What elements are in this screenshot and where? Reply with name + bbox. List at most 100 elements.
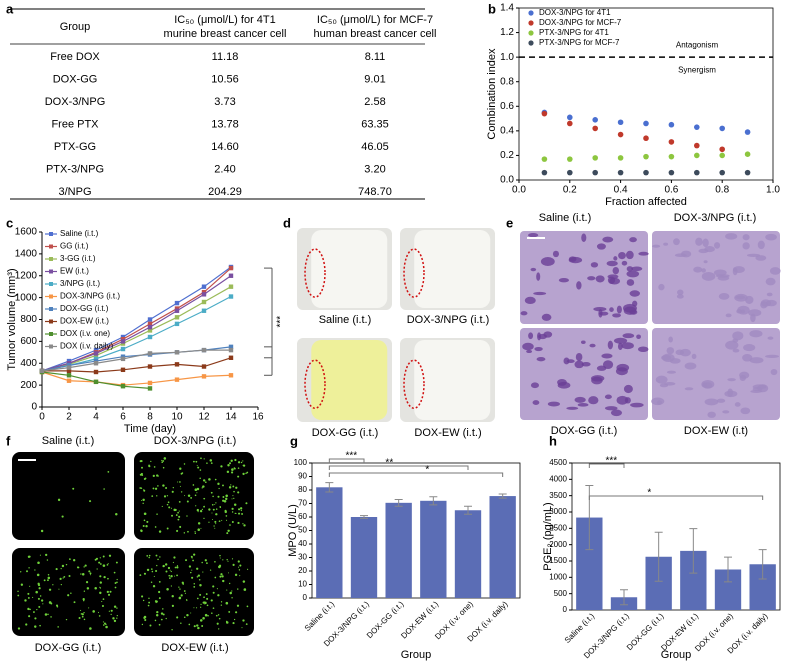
texture-blob xyxy=(703,260,708,264)
texture-dot xyxy=(143,519,146,522)
texture-dot xyxy=(116,617,118,619)
texture-dot xyxy=(65,618,68,621)
texture-blob xyxy=(609,277,621,285)
point xyxy=(719,152,725,159)
x-tick-label: Saline (i.t.) xyxy=(303,599,337,633)
texture-dot xyxy=(201,625,204,627)
legend-swatch xyxy=(49,307,53,311)
texture-dot xyxy=(233,490,235,493)
x-axis-label: Group xyxy=(401,649,432,661)
texture-dot xyxy=(103,622,106,625)
texture-blob xyxy=(658,283,665,291)
texture-dot xyxy=(211,612,213,614)
texture-blob xyxy=(568,256,577,262)
texture-dot xyxy=(227,529,230,532)
series-line xyxy=(41,371,232,386)
texture-dot xyxy=(184,592,187,594)
texture-blob xyxy=(735,295,746,300)
texture-blob xyxy=(704,398,719,406)
x-tick-label: 0.4 xyxy=(614,185,628,196)
texture-dot xyxy=(221,575,224,578)
texture-blob xyxy=(732,266,745,274)
texture-blob xyxy=(755,255,767,261)
texture-blob xyxy=(725,340,739,350)
significance: * xyxy=(647,488,651,499)
texture-blob xyxy=(528,232,539,238)
legend-swatch xyxy=(528,10,534,16)
texture-dot xyxy=(153,466,156,468)
y-tick-label: 400 xyxy=(20,358,37,369)
table-cell: 748.70 xyxy=(358,186,392,198)
texture-dot xyxy=(183,463,186,465)
x-tick-label: 6 xyxy=(120,412,126,423)
legend-swatch xyxy=(528,30,534,36)
texture-dot xyxy=(99,586,101,588)
legend-label: DOX (i.v. one) xyxy=(60,329,110,338)
y-tick-label: 70 xyxy=(298,499,307,508)
texture-dot xyxy=(24,599,27,602)
significance: *** xyxy=(276,316,287,328)
texture-dot xyxy=(174,566,177,569)
texture-dot xyxy=(113,619,117,623)
texture-dot xyxy=(200,527,202,529)
texture-dot xyxy=(149,624,152,627)
texture-dot xyxy=(200,603,202,606)
significance: * xyxy=(425,465,429,476)
texture-blob xyxy=(530,267,537,272)
point xyxy=(744,129,751,135)
point xyxy=(719,146,725,153)
texture-blob xyxy=(520,311,528,316)
texture-dot xyxy=(113,605,117,608)
texture-dot xyxy=(142,599,145,602)
texture-dot xyxy=(237,461,241,464)
texture-dot xyxy=(227,560,229,562)
texture-dot xyxy=(237,566,240,568)
texture-blob xyxy=(604,406,618,411)
texture-dot xyxy=(103,575,106,579)
texture-dot xyxy=(193,553,196,556)
texture-dot xyxy=(95,557,99,560)
texture-dot xyxy=(101,604,104,608)
y-tick-label: 0.6 xyxy=(500,101,514,112)
texture-dot xyxy=(39,595,42,597)
point xyxy=(147,321,153,327)
texture-dot xyxy=(108,554,112,557)
panel-letter: g xyxy=(290,433,298,448)
texture-dot xyxy=(99,581,102,584)
texture-dot xyxy=(35,590,38,594)
texture-dot xyxy=(141,595,144,598)
series-line xyxy=(42,357,232,373)
texture-dot xyxy=(116,581,118,584)
texture-dot xyxy=(150,568,153,570)
point xyxy=(228,347,234,353)
table-header: IC₅₀ (μmol/L) for 4T1 xyxy=(174,14,276,26)
texture-dot xyxy=(216,588,218,590)
texture-dot xyxy=(146,520,149,523)
texture-dot xyxy=(215,513,218,516)
texture-blob xyxy=(701,268,706,273)
texture-dot xyxy=(176,574,178,577)
texture-blob xyxy=(727,378,736,382)
texture-dot xyxy=(224,510,227,514)
photo-fur xyxy=(414,340,491,420)
texture-blob xyxy=(593,307,607,312)
texture-dot xyxy=(187,494,191,497)
texture-dot xyxy=(165,563,168,566)
texture-dot xyxy=(145,525,148,528)
texture-dot xyxy=(69,558,71,561)
table-header: IC₅₀ (μmol/L) for MCF-7 xyxy=(317,14,433,26)
texture-blob xyxy=(622,333,635,339)
texture-dot xyxy=(210,599,213,602)
texture-blob xyxy=(718,292,730,300)
point xyxy=(120,339,126,344)
texture-dot xyxy=(183,532,186,534)
texture-dot xyxy=(219,554,221,557)
texture-dot xyxy=(212,495,214,498)
point xyxy=(174,321,180,327)
texture-blob xyxy=(669,358,681,364)
texture-dot xyxy=(202,485,205,488)
texture-blob xyxy=(713,242,721,249)
error-bar xyxy=(429,496,438,506)
texture-dot xyxy=(170,570,172,573)
texture-blob xyxy=(734,402,741,407)
